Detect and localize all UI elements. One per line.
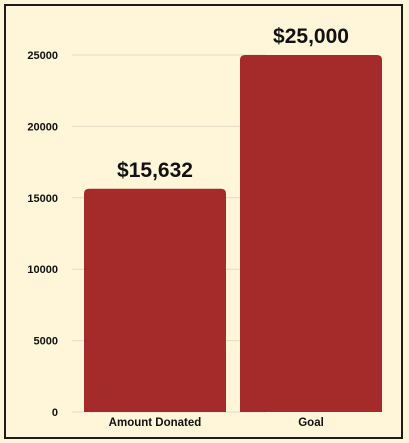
y-tick-label: 5000 xyxy=(34,336,58,348)
y-tick-label: 0 xyxy=(52,407,58,419)
chart-frame: 0 5000 10000 15000 20000 25000 $15,632 Amount D… xyxy=(4,4,403,439)
bar-goal xyxy=(240,55,382,412)
y-tick-label: 15000 xyxy=(27,193,58,205)
bar-amount-donated xyxy=(84,188,226,412)
data-label: $15,632 xyxy=(117,159,193,182)
data-label: $25,000 xyxy=(273,25,349,48)
x-category-label: Goal xyxy=(298,417,324,429)
y-tick-label: 25000 xyxy=(27,50,58,62)
x-category-label: Amount Donated xyxy=(109,417,202,429)
y-tick-label: 10000 xyxy=(27,264,58,276)
donation-bar-chart: 0 5000 10000 15000 20000 25000 $15,632 Amount D… xyxy=(27,25,382,429)
y-tick-label: 20000 xyxy=(27,121,58,133)
